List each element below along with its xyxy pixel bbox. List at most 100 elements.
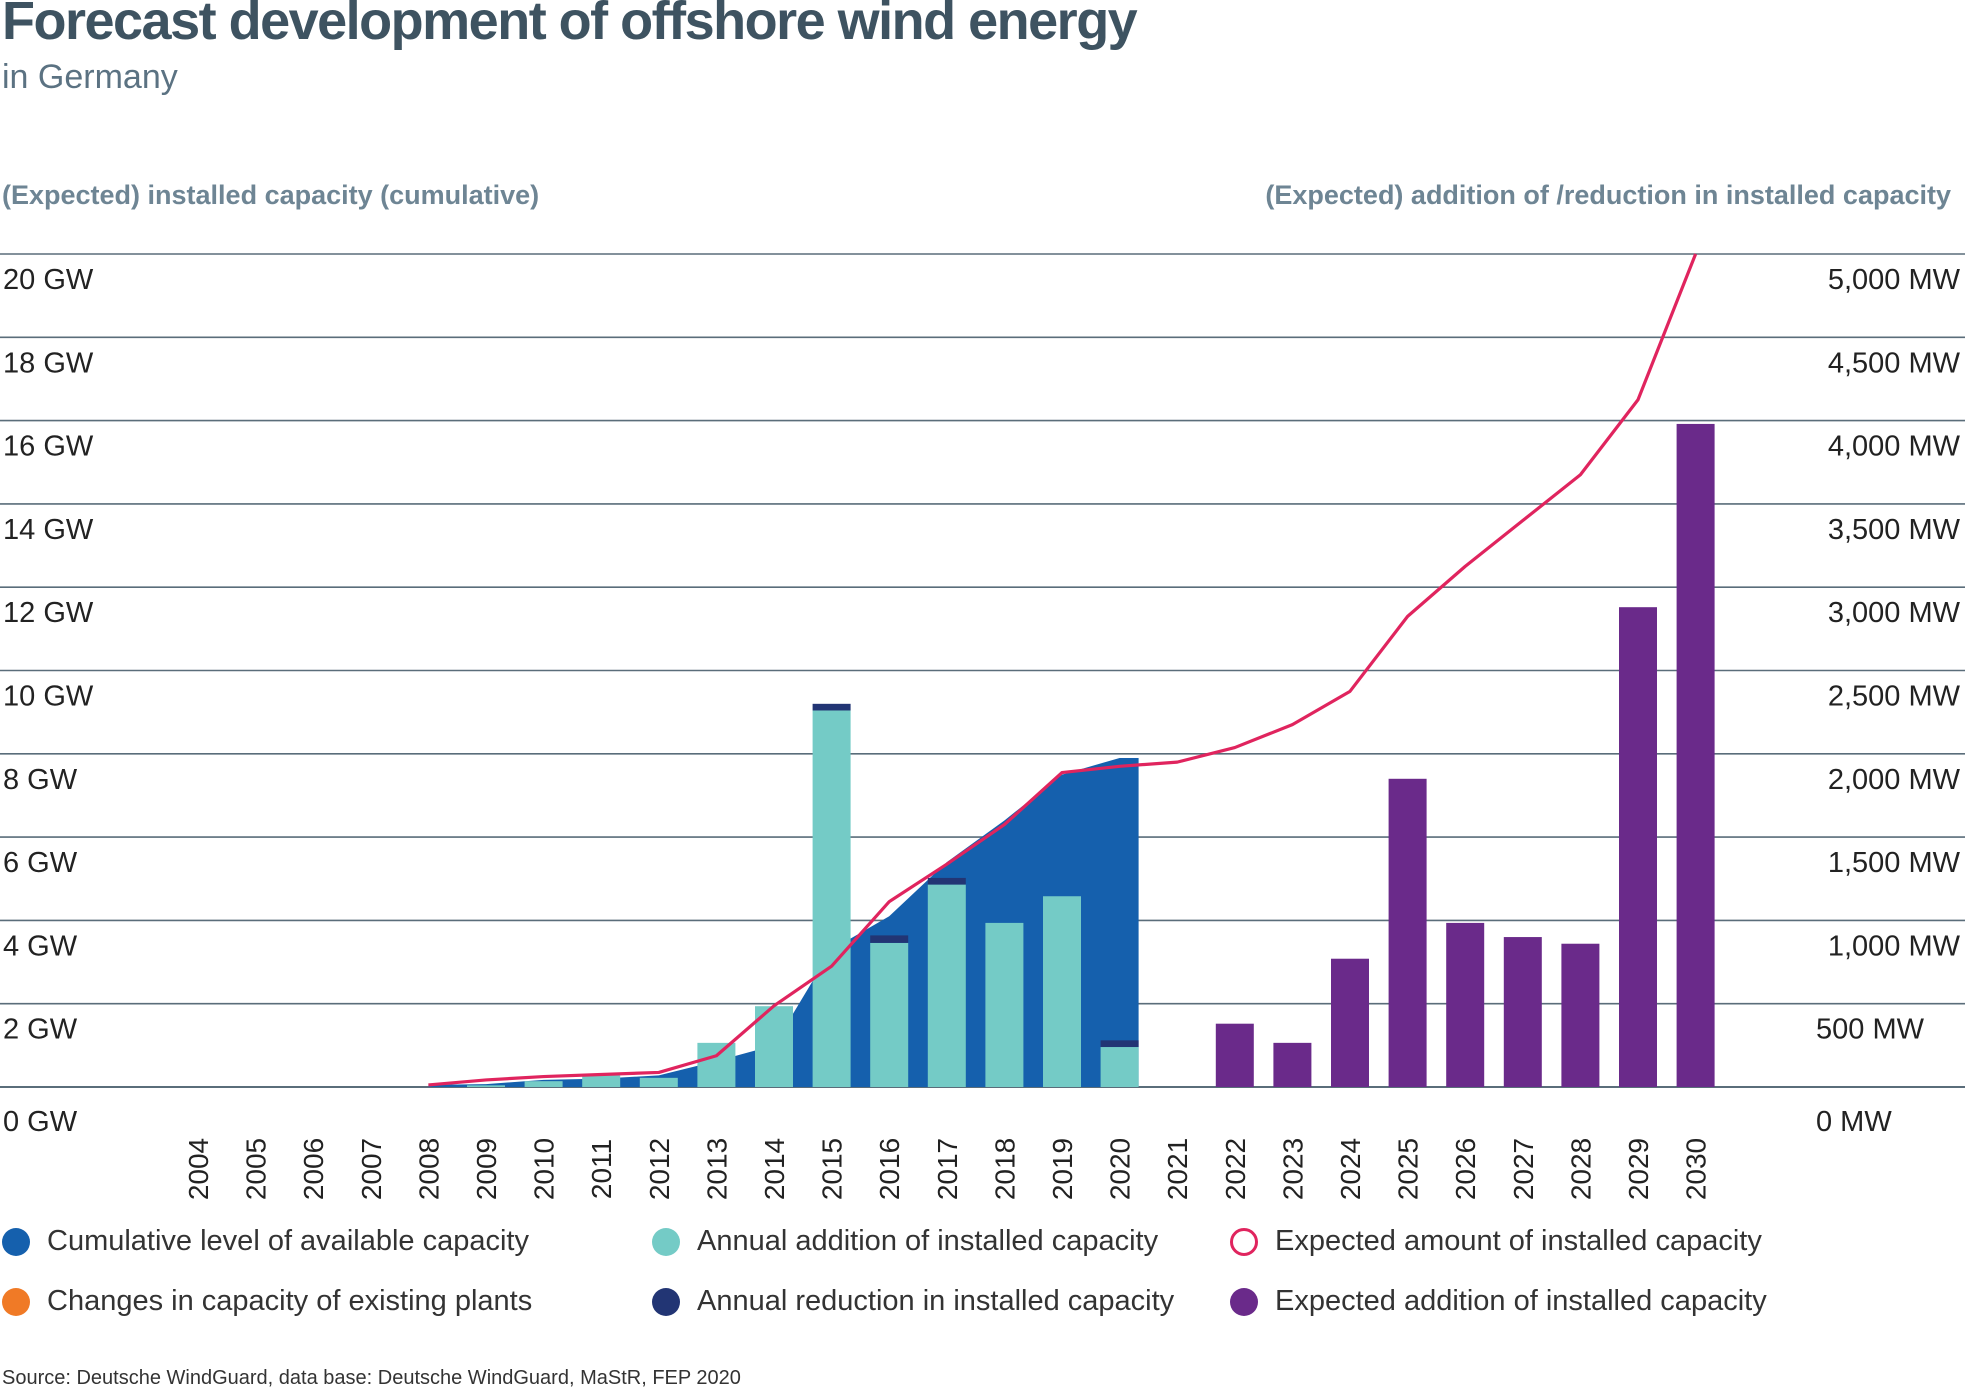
x-tick-label: 2019 xyxy=(1047,1138,1078,1200)
x-tick-label: 2008 xyxy=(413,1138,444,1200)
annual-addition-bar xyxy=(812,710,851,1087)
annual-addition-bar xyxy=(927,884,966,1087)
source-note: Source: Deutsche WindGuard, data base: D… xyxy=(2,1367,741,1389)
x-tick-label: 2012 xyxy=(644,1138,675,1200)
legend-item: Cumulative level of available capacity xyxy=(2,1225,529,1258)
legend-item: Annual addition of installed capacity xyxy=(652,1225,1158,1258)
legend-item: Changes in capacity of existing plants xyxy=(2,1285,532,1318)
legend-label: Annual addition of installed capacity xyxy=(697,1225,1159,1257)
legend-swatch xyxy=(652,1287,680,1316)
annual-addition-bar xyxy=(985,922,1024,1087)
right-y-tick-label: 1,500 MW xyxy=(1828,847,1961,879)
legend-swatch xyxy=(2,1227,30,1256)
left-y-tick-label: 10 GW xyxy=(3,681,94,713)
right-axis-heading: (Expected) addition of /reduction in ins… xyxy=(1265,180,1951,210)
right-y-tick-label: 1,000 MW xyxy=(1828,930,1961,962)
expected-addition-bar xyxy=(1676,423,1715,1087)
chart-canvas: 0 GW 2 GW 4 GW 6 GW 8 GW 10 GW 12 GW 14 GW 16 GW… xyxy=(0,253,1965,1200)
x-tick-label: 2020 xyxy=(1105,1138,1136,1200)
legend-swatch xyxy=(1230,1287,1258,1316)
legend-label: Cumulative level of available capacity xyxy=(47,1225,529,1257)
chart-subtitle: in Germany xyxy=(2,58,178,96)
expected-addition-bar xyxy=(1503,937,1542,1087)
x-tick-label: 2026 xyxy=(1450,1138,1481,1200)
right-y-tick-label: 4,000 MW xyxy=(1828,431,1961,463)
expected-line-layer xyxy=(428,253,1698,1087)
chart-title: Forecast development of offshore wind en… xyxy=(2,0,1138,51)
x-tick-labels: 2004 2005 2006 2007 2008 2009 2010 2011 2012 2013… xyxy=(183,1138,1712,1200)
left-y-tick-label: 18 GW xyxy=(3,347,94,379)
y-tick-labels: 0 GW 2 GW 4 GW 6 GW 8 GW 10 GW 12 GW 14 GW 16 GW… xyxy=(3,264,1961,1138)
right-y-tick-label: 5,000 MW xyxy=(1828,264,1961,296)
x-tick-label: 2021 xyxy=(1162,1138,1193,1200)
x-tick-label: 2029 xyxy=(1623,1138,1654,1200)
left-y-tick-label: 14 GW xyxy=(3,514,94,546)
right-y-tick-label: 500 MW xyxy=(1816,1014,1925,1046)
legend-item: Expected amount of installed capacity xyxy=(1230,1225,1762,1258)
left-y-tick-label: 0 GW xyxy=(3,1106,78,1138)
right-y-tick-label: 0 MW xyxy=(1816,1106,1892,1138)
legend-item: Expected addition of installed capacity xyxy=(1230,1285,1767,1318)
x-tick-label: 2015 xyxy=(817,1138,848,1200)
legend-label: Expected addition of installed capacity xyxy=(1275,1285,1767,1317)
x-tick-label: 2024 xyxy=(1335,1138,1366,1200)
legend-item: Annual reduction in installed capacity xyxy=(652,1285,1174,1318)
expected-addition-bar xyxy=(1446,922,1485,1087)
x-tick-label: 2030 xyxy=(1681,1138,1712,1200)
left-y-tick-label: 2 GW xyxy=(3,1014,78,1046)
x-tick-label: 2013 xyxy=(701,1138,732,1200)
x-tick-label: 2007 xyxy=(356,1138,387,1200)
expected-capacity-line xyxy=(428,253,1698,1087)
x-tick-label: 2023 xyxy=(1277,1138,1308,1200)
expected-addition-bar xyxy=(1561,943,1600,1087)
x-tick-label: 2005 xyxy=(241,1138,272,1200)
expected-addition-bar xyxy=(1619,607,1657,1087)
annual-reduction-bar xyxy=(1100,1040,1139,1048)
legend-swatch xyxy=(2,1287,30,1316)
expected-addition-bar xyxy=(1331,958,1369,1087)
x-tick-label: 2017 xyxy=(932,1138,963,1200)
bars-layer xyxy=(467,423,1715,1087)
annual-addition-bar xyxy=(697,1042,736,1087)
left-y-tick-label: 16 GW xyxy=(3,431,94,463)
left-y-tick-label: 8 GW xyxy=(3,764,78,796)
legend-label: Annual reduction in installed capacity xyxy=(697,1285,1175,1317)
legend-swatch xyxy=(1230,1227,1258,1256)
legend-swatch xyxy=(652,1227,680,1256)
x-tick-label: 2004 xyxy=(183,1138,214,1200)
left-y-tick-label: 4 GW xyxy=(3,930,78,962)
annual-reduction-bar xyxy=(812,703,851,711)
x-tick-label: 2027 xyxy=(1508,1138,1539,1200)
x-tick-label: 2022 xyxy=(1220,1138,1251,1200)
x-tick-label: 2014 xyxy=(759,1138,790,1200)
annual-addition-bar xyxy=(582,1075,621,1087)
legend-label: Expected amount of installed capacity xyxy=(1275,1225,1762,1257)
annual-addition-bar xyxy=(1100,1047,1139,1087)
left-axis-heading: (Expected) installed capacity (cumulativ… xyxy=(2,180,540,210)
annual-addition-bar xyxy=(639,1077,678,1087)
annual-addition-bar xyxy=(755,1006,793,1087)
x-tick-label: 2010 xyxy=(529,1138,560,1200)
left-y-tick-label: 6 GW xyxy=(3,847,78,879)
annual-addition-bar xyxy=(524,1081,563,1087)
annual-reduction-bar xyxy=(927,877,966,885)
expected-addition-bar xyxy=(1388,778,1427,1087)
right-y-tick-label: 2,000 MW xyxy=(1828,764,1961,796)
annual-addition-bar xyxy=(1043,896,1081,1087)
expected-addition-bar xyxy=(1215,1023,1254,1087)
x-tick-label: 2016 xyxy=(874,1138,905,1200)
right-y-tick-label: 3,000 MW xyxy=(1828,597,1961,629)
left-y-tick-label: 12 GW xyxy=(3,597,94,629)
x-tick-label: 2011 xyxy=(586,1139,617,1199)
legend-label: Changes in capacity of existing plants xyxy=(47,1285,533,1317)
x-tick-label: 2006 xyxy=(298,1138,329,1200)
right-y-tick-label: 3,500 MW xyxy=(1828,514,1961,546)
right-y-tick-label: 4,500 MW xyxy=(1828,347,1961,379)
annual-addition-bar xyxy=(467,1085,505,1087)
x-tick-label: 2028 xyxy=(1565,1138,1596,1200)
x-tick-label: 2018 xyxy=(989,1138,1020,1200)
x-tick-label: 2025 xyxy=(1393,1138,1424,1200)
annual-reduction-bar xyxy=(870,935,909,943)
expected-addition-bar xyxy=(1273,1042,1312,1087)
right-y-tick-label: 2,500 MW xyxy=(1828,681,1961,713)
